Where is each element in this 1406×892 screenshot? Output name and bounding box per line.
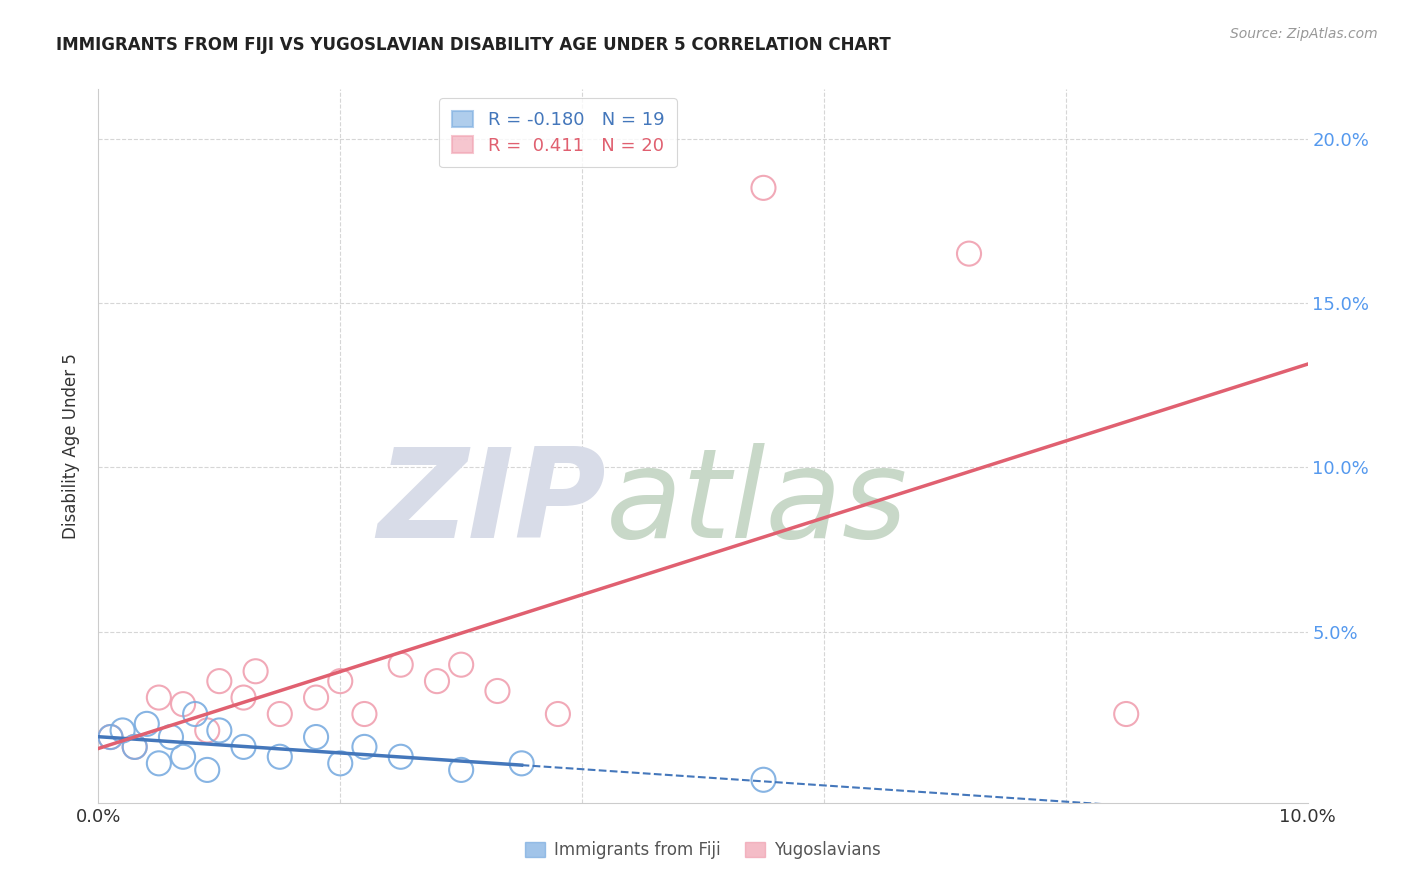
Point bbox=[195, 763, 218, 777]
Text: IMMIGRANTS FROM FIJI VS YUGOSLAVIAN DISABILITY AGE UNDER 5 CORRELATION CHART: IMMIGRANTS FROM FIJI VS YUGOSLAVIAN DISA… bbox=[56, 36, 891, 54]
Point bbox=[450, 763, 472, 777]
Point bbox=[329, 756, 352, 771]
Point bbox=[232, 739, 254, 754]
Point bbox=[486, 684, 509, 698]
Point bbox=[389, 657, 412, 672]
Point bbox=[172, 749, 194, 764]
Point bbox=[148, 756, 170, 771]
Point bbox=[100, 730, 122, 744]
Point bbox=[752, 181, 775, 195]
Point bbox=[208, 674, 231, 689]
Point bbox=[752, 772, 775, 787]
Point bbox=[450, 657, 472, 672]
Point bbox=[957, 246, 980, 260]
Text: Source: ZipAtlas.com: Source: ZipAtlas.com bbox=[1230, 27, 1378, 41]
Text: ZIP: ZIP bbox=[378, 442, 606, 564]
Point bbox=[148, 690, 170, 705]
Point bbox=[269, 749, 291, 764]
Legend: R = -0.180   N = 19, R =  0.411   N = 20: R = -0.180 N = 19, R = 0.411 N = 20 bbox=[439, 98, 676, 168]
Point bbox=[111, 723, 134, 738]
Point bbox=[1115, 706, 1137, 721]
Point bbox=[245, 665, 267, 679]
Point bbox=[305, 730, 328, 744]
Point bbox=[232, 690, 254, 705]
Point bbox=[547, 706, 569, 721]
Point bbox=[100, 730, 122, 744]
Point bbox=[184, 706, 207, 721]
Point bbox=[172, 697, 194, 711]
Point bbox=[426, 674, 449, 689]
Point bbox=[510, 756, 533, 771]
Point bbox=[124, 739, 146, 754]
Y-axis label: Disability Age Under 5: Disability Age Under 5 bbox=[62, 353, 80, 539]
Point bbox=[353, 706, 375, 721]
Point bbox=[305, 690, 328, 705]
Point bbox=[353, 739, 375, 754]
Point bbox=[195, 723, 218, 738]
Point bbox=[269, 706, 291, 721]
Point bbox=[124, 739, 146, 754]
Point bbox=[329, 674, 352, 689]
Point bbox=[135, 717, 157, 731]
Point bbox=[389, 749, 412, 764]
Text: atlas: atlas bbox=[606, 442, 908, 564]
Point bbox=[160, 730, 183, 744]
Point bbox=[208, 723, 231, 738]
